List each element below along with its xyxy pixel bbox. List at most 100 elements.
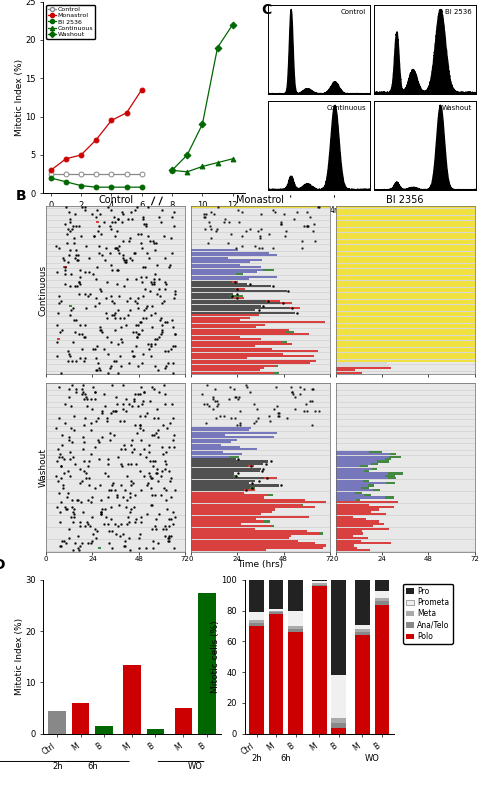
Bar bbox=[223, 451, 330, 453]
Bar bbox=[292, 302, 330, 305]
Bar bbox=[191, 480, 255, 482]
Bar bbox=[46, 487, 185, 489]
Bar bbox=[300, 307, 330, 309]
Bar bbox=[336, 480, 363, 482]
Bar bbox=[46, 446, 185, 448]
Bar bbox=[272, 525, 330, 527]
Bar bbox=[354, 544, 475, 547]
Bar bbox=[46, 463, 185, 465]
Bar bbox=[292, 343, 330, 345]
Bar bbox=[336, 489, 373, 492]
Bar bbox=[191, 302, 280, 305]
Bar bbox=[336, 297, 475, 299]
Bar bbox=[46, 535, 185, 537]
Bar bbox=[191, 432, 276, 434]
Bar bbox=[191, 247, 330, 249]
Bar bbox=[191, 309, 255, 312]
Bar bbox=[368, 537, 475, 540]
Bar bbox=[336, 410, 475, 412]
Bar bbox=[369, 487, 475, 489]
Bar bbox=[275, 365, 278, 367]
Bar bbox=[336, 406, 475, 407]
Bar bbox=[46, 489, 185, 492]
Bar bbox=[191, 316, 250, 319]
Text: D: D bbox=[0, 559, 5, 572]
Bar bbox=[336, 451, 369, 453]
Bar bbox=[191, 461, 268, 462]
Bar bbox=[46, 473, 185, 474]
Bar bbox=[336, 211, 475, 213]
Bar bbox=[46, 537, 185, 540]
Bar bbox=[191, 451, 223, 453]
Bar bbox=[95, 726, 113, 734]
Bar bbox=[249, 623, 264, 626]
Bar bbox=[221, 443, 330, 446]
Bar bbox=[336, 226, 475, 227]
Bar bbox=[312, 580, 326, 581]
Y-axis label: Mitotic Index (%): Mitotic Index (%) bbox=[14, 619, 24, 695]
Bar bbox=[191, 482, 249, 484]
Bar bbox=[291, 535, 330, 537]
Bar bbox=[307, 530, 330, 532]
Bar bbox=[236, 273, 330, 275]
Bar bbox=[46, 230, 185, 232]
Bar bbox=[191, 254, 277, 256]
Bar bbox=[46, 403, 185, 405]
Bar bbox=[262, 305, 330, 307]
Text: 2h: 2h bbox=[52, 762, 62, 771]
Text: WO: WO bbox=[365, 753, 380, 763]
Bar bbox=[336, 417, 475, 419]
Bar bbox=[191, 388, 330, 391]
Bar bbox=[249, 482, 330, 484]
Bar bbox=[336, 514, 386, 515]
Bar bbox=[191, 540, 299, 542]
Bar bbox=[191, 319, 240, 321]
Bar bbox=[46, 307, 185, 309]
Text: WO: WO bbox=[188, 762, 203, 771]
Bar bbox=[336, 429, 475, 432]
Bar bbox=[244, 297, 330, 299]
Bar bbox=[46, 273, 185, 275]
Bar bbox=[272, 510, 330, 513]
Bar bbox=[289, 537, 330, 540]
Bar bbox=[46, 501, 185, 503]
Bar bbox=[269, 609, 284, 611]
Bar bbox=[372, 468, 377, 469]
Bar bbox=[46, 521, 185, 522]
Bar bbox=[46, 439, 185, 441]
Bar bbox=[377, 461, 389, 462]
Bar bbox=[336, 223, 475, 225]
Bar bbox=[46, 252, 185, 254]
Bar bbox=[233, 293, 330, 294]
Bar bbox=[315, 542, 330, 544]
Bar bbox=[336, 245, 475, 247]
Bar bbox=[379, 508, 475, 510]
Bar bbox=[355, 629, 370, 632]
Bar bbox=[389, 365, 475, 367]
Title: Control: Control bbox=[98, 195, 133, 205]
Bar bbox=[191, 487, 251, 489]
Bar bbox=[373, 525, 475, 527]
Bar bbox=[326, 501, 330, 503]
Bar bbox=[336, 463, 371, 465]
Bar bbox=[191, 549, 265, 552]
Bar bbox=[191, 268, 263, 271]
Bar bbox=[191, 410, 330, 412]
Bar bbox=[268, 494, 273, 496]
Bar bbox=[263, 268, 274, 271]
Bar bbox=[336, 326, 475, 328]
Bar bbox=[191, 252, 269, 254]
Bar bbox=[336, 261, 475, 264]
Bar bbox=[234, 473, 330, 474]
Bar bbox=[280, 302, 292, 305]
Bar bbox=[256, 326, 330, 328]
Bar bbox=[331, 718, 346, 723]
Bar bbox=[191, 420, 330, 421]
Bar bbox=[336, 475, 384, 477]
Bar bbox=[46, 410, 185, 412]
Y-axis label: Continuous: Continuous bbox=[39, 264, 48, 316]
Text: Control: Control bbox=[341, 9, 366, 15]
Bar bbox=[191, 537, 289, 540]
Bar bbox=[46, 372, 185, 374]
Bar bbox=[243, 295, 330, 297]
